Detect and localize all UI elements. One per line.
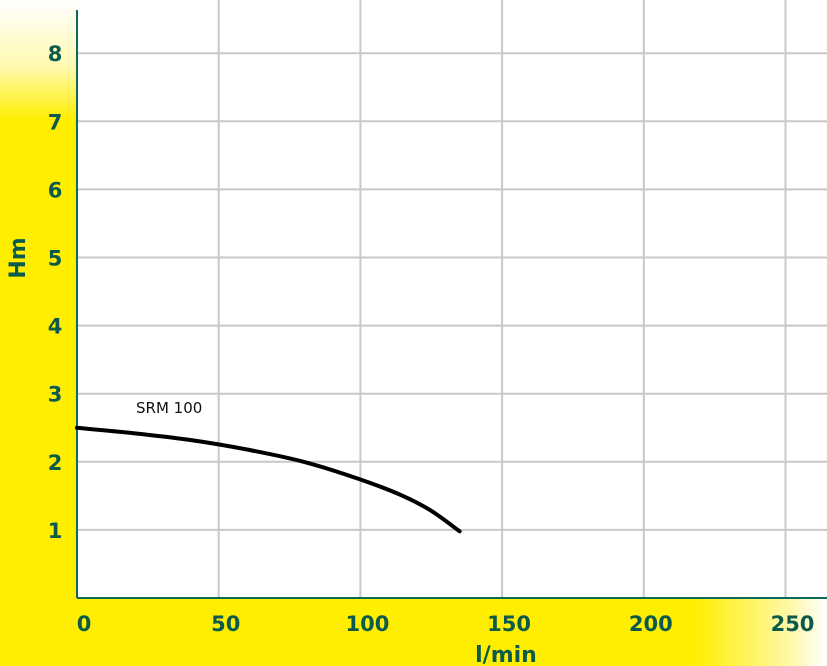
grid-lines bbox=[77, 0, 827, 598]
y-tick-label-8: 8 bbox=[48, 42, 63, 66]
x-tick-label-250: 250 bbox=[771, 612, 815, 636]
y-axis-band bbox=[0, 0, 77, 666]
x-tick-labels: 0 50 100 150 200 250 bbox=[77, 612, 815, 636]
x-axis-band bbox=[0, 598, 827, 666]
y-tick-label-7: 7 bbox=[48, 110, 63, 134]
x-tick-label-150: 150 bbox=[487, 612, 531, 636]
x-tick-label-50: 50 bbox=[211, 612, 240, 636]
series-group bbox=[75, 425, 462, 534]
x-axis-title: l/min bbox=[475, 643, 537, 666]
y-tick-label-3: 3 bbox=[48, 383, 63, 407]
y-tick-label-6: 6 bbox=[48, 178, 63, 202]
x-tick-label-200: 200 bbox=[629, 612, 673, 636]
x-tick-label-100: 100 bbox=[345, 612, 389, 636]
y-tick-label-1: 1 bbox=[48, 519, 63, 543]
y-axis-title: Hm bbox=[6, 237, 31, 278]
y-tick-label-5: 5 bbox=[48, 247, 63, 271]
x-tick-label-0: 0 bbox=[77, 612, 92, 636]
y-tick-labels: 1 2 3 4 5 6 7 8 bbox=[48, 42, 63, 543]
axes bbox=[76, 10, 827, 599]
y-tick-label-4: 4 bbox=[48, 315, 63, 339]
series-label-srm-100: SRM 100 bbox=[136, 399, 202, 417]
y-tick-label-2: 2 bbox=[48, 451, 63, 475]
series-line-srm-100 bbox=[75, 425, 462, 534]
